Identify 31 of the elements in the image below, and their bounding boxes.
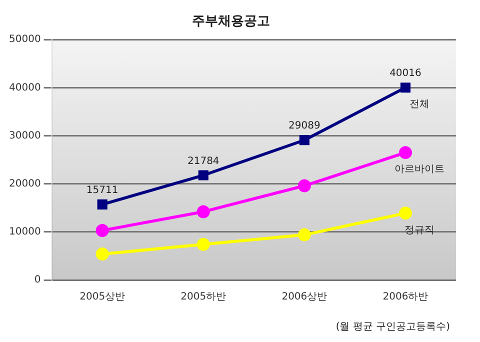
point [96,224,109,237]
x-tick-label: 2006하반 [382,292,428,303]
x-tick-label: 2005상반 [80,292,126,303]
chart-title: 주부채용공고 [192,14,270,30]
series-label: 정규직 [404,224,434,236]
y-tick-label: 10000 [9,226,41,238]
series-label: 전체 [409,99,430,110]
x-tick-label: 2005하반 [180,292,226,303]
data-label: 15711 [86,185,118,196]
point [398,206,412,220]
point [96,248,109,261]
y-tick-label: 50000 [9,34,41,46]
y-tick-label: 40000 [9,82,41,94]
y-tick-label: 20000 [9,178,41,190]
data-label: 40016 [390,68,422,80]
point [196,205,210,218]
y-tick-label: 0 [34,274,41,286]
point [97,199,108,210]
point [298,228,311,242]
data-label: 29089 [288,120,320,132]
point [398,146,412,160]
point [198,170,208,180]
point [298,179,311,192]
x-tick-label: 2006상반 [282,292,328,303]
text: (월 평균 구인공고등록수) [336,322,450,333]
point [400,82,411,93]
point [196,238,210,251]
point [299,135,310,146]
y-tick-label: 30000 [9,130,41,142]
series-label: 아르바이트 [394,164,444,176]
data-label: 21784 [187,156,220,167]
